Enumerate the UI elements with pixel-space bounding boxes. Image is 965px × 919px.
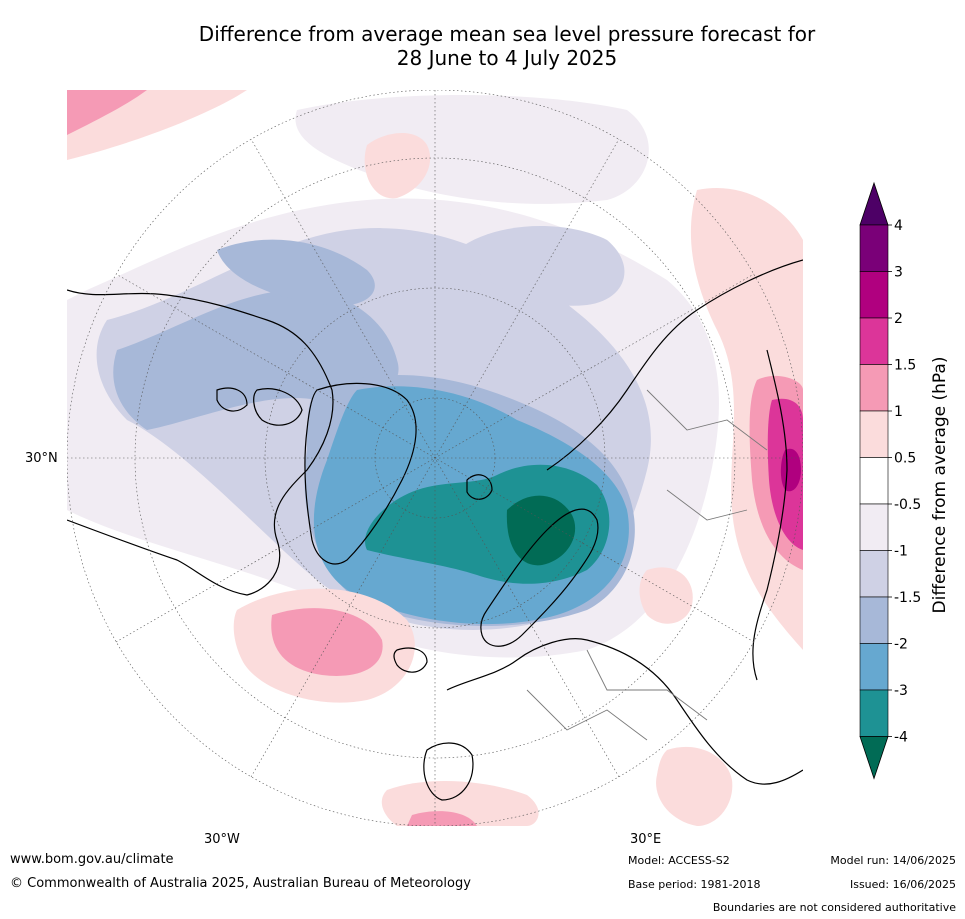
colorbar-bin <box>859 457 889 505</box>
anomaly-region-neg-1-b <box>457 226 625 306</box>
colorbar-tick-label: -1 <box>894 544 908 560</box>
border-europe-b <box>586 649 708 721</box>
country-borders <box>526 389 768 741</box>
coast-europe <box>423 638 803 801</box>
colorbar-bin <box>859 689 889 737</box>
coastlines <box>67 259 803 801</box>
border-europe-a <box>526 689 648 741</box>
footer-website: www.bom.gov.au/climate <box>10 852 174 867</box>
colorbar-tick-label: 3 <box>894 265 903 281</box>
colorbar-tick-label: -3 <box>894 683 908 699</box>
footer-copyright: © Commonwealth of Australia 2025, Austra… <box>10 876 471 891</box>
title-line-1: Difference from average mean sea level p… <box>198 22 816 46</box>
colorbar-bin <box>859 503 889 551</box>
colorbar-bin <box>859 317 889 365</box>
positive-anomaly-fields <box>67 90 803 826</box>
colorbar-bin <box>859 224 889 272</box>
colorbar-tick-label: -0.5 <box>894 497 921 513</box>
anomaly-region-pos-1-south <box>407 811 477 826</box>
footer-model: Model: ACCESS-S2 <box>628 854 730 867</box>
colorbar-tick-label: 1 <box>894 404 903 420</box>
coast-siberia <box>546 259 803 471</box>
colorbar-bin <box>859 596 889 644</box>
anomaly-region-pos-1-atlantic <box>271 608 383 676</box>
colorbar-bin <box>859 271 889 319</box>
coast-east-asia <box>752 349 788 681</box>
footer-model-run: Model run: 14/06/2025 <box>830 854 956 867</box>
footer-issued: Issued: 16/06/2025 <box>849 878 956 891</box>
coast-greenland <box>304 382 417 565</box>
anomaly-region-pos-05-middleeast <box>639 567 693 624</box>
colorbar-title: Difference from average (hPa) <box>930 356 950 614</box>
graticule-lat-60 <box>264 287 606 629</box>
anomaly-region-pos-1-nw <box>67 90 147 135</box>
border-asia-b <box>666 489 748 521</box>
colorbar-extend-over <box>859 181 889 226</box>
colorbar-tick-label: -1.5 <box>894 590 921 606</box>
colorbar-tick-label: 4 <box>894 218 903 234</box>
coast-canadian-archipelago <box>216 387 303 426</box>
coast-iceland <box>393 647 428 673</box>
lon-label-30e: 30°E <box>630 832 662 847</box>
colorbar-bin <box>859 410 889 458</box>
graticule <box>67 90 803 826</box>
coast-svalbard <box>466 474 493 500</box>
colorbar-bin <box>859 364 889 412</box>
anomaly-region-neg-15-b <box>217 239 375 306</box>
footer-base-period: Base period: 1981-2018 <box>628 878 761 891</box>
coast-north-america <box>67 289 334 596</box>
title-line-2: 28 June to 4 July 2025 <box>396 46 618 70</box>
negative-anomaly-fields <box>67 95 719 658</box>
colorbar-tick-label: 0.5 <box>894 451 916 467</box>
anomaly-map <box>67 90 803 826</box>
colorbar-tick-label: 2 <box>894 311 903 327</box>
colorbar: 4 3 2 1.5 1 0.5 -0.5 -1 -1.5 -2 -3 -4 <box>859 181 921 780</box>
colorbar-bin <box>859 550 889 598</box>
anomaly-region-neg-4 <box>506 495 576 566</box>
graticule-lon-60e <box>115 273 755 643</box>
anomaly-region-pos-05-se <box>656 746 733 826</box>
colorbar-tick-label: 1.5 <box>894 358 916 374</box>
footer-disclaimer: Boundaries are not considered authoritat… <box>712 901 956 914</box>
colorbar-tick-label: -4 <box>894 730 908 746</box>
colorbar-bin <box>859 643 889 691</box>
map-title: Difference from average mean sea level p… <box>0 22 965 70</box>
border-asia-a <box>646 389 768 451</box>
anomaly-region-pos-05-arctic <box>364 132 431 199</box>
coast-scandinavia <box>480 508 599 647</box>
lon-label-30w: 30°W <box>204 832 240 847</box>
colorbar-extend-under <box>859 736 889 780</box>
lat-label-30n: 30°N <box>25 451 58 466</box>
colorbar-tick-label: -2 <box>894 637 908 653</box>
